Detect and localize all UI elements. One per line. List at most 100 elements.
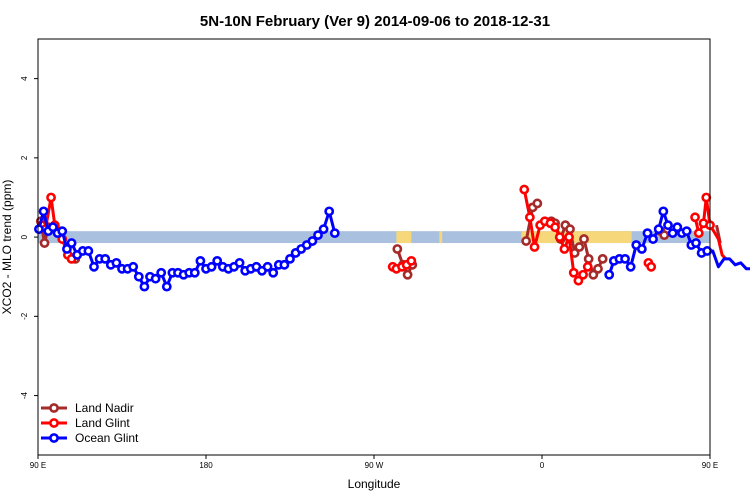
land-band-segment — [439, 231, 443, 244]
y-tick-label: 4 — [20, 76, 29, 81]
data-point — [559, 244, 570, 254]
data-point — [521, 236, 532, 246]
data-point — [648, 234, 658, 244]
data-point — [156, 267, 167, 278]
data-point — [100, 253, 111, 264]
data-point — [234, 257, 245, 268]
data-point — [111, 257, 122, 268]
data-point — [406, 255, 417, 266]
y-tick-label: -4 — [20, 391, 29, 399]
y-tick-label: -2 — [20, 312, 29, 320]
data-point — [307, 236, 318, 246]
y-axis-label: XCO2 - MLO trend (ppm) — [0, 180, 14, 315]
data-point — [702, 246, 713, 256]
x-axis: 90 E 180 90 W 0 90 E — [30, 455, 718, 470]
data-point — [691, 238, 701, 248]
data-point — [672, 222, 683, 233]
x-tick-label: 90 E — [702, 461, 718, 470]
chart-title: 5N-10N February (Ver 9) 2014-09-06 to 20… — [200, 13, 550, 30]
y-tick-label: 0 — [20, 234, 29, 239]
legend-swatch-marker — [49, 433, 59, 443]
data-point — [268, 267, 279, 278]
legend-label: Land Nadir — [75, 401, 134, 415]
data-point — [392, 244, 403, 254]
series-layer — [34, 184, 750, 292]
data-point — [39, 238, 50, 248]
legend-item: Land Nadir — [41, 401, 134, 415]
data-point — [57, 226, 68, 237]
data-point — [582, 261, 593, 272]
y-tick-label: 2 — [20, 155, 29, 160]
data-point — [529, 242, 540, 252]
data-point — [189, 267, 200, 278]
data-point — [285, 253, 295, 264]
data-point — [604, 269, 615, 280]
data-point — [524, 212, 535, 223]
data-point — [701, 192, 712, 203]
data-point — [565, 224, 575, 235]
data-point — [579, 234, 589, 244]
data-point — [46, 192, 56, 203]
x-tick-label: 90 E — [30, 461, 46, 470]
data-point — [667, 228, 678, 239]
data-point — [532, 198, 543, 209]
data-point — [161, 281, 172, 292]
data-point — [583, 253, 594, 264]
data-point — [62, 244, 72, 254]
data-point — [212, 255, 223, 266]
data-point — [48, 222, 58, 233]
data-point — [574, 242, 585, 252]
data-point — [653, 224, 664, 235]
x-axis-label: Longitude — [348, 477, 401, 491]
data-point — [693, 228, 704, 239]
x-tick-label: 180 — [199, 461, 213, 470]
data-point — [658, 206, 669, 217]
legend-item: Ocean Glint — [41, 431, 139, 445]
data-point — [83, 246, 94, 256]
data-point — [66, 238, 77, 248]
legend-label: Land Glint — [75, 416, 130, 430]
data-point — [34, 224, 44, 235]
data-point — [195, 255, 206, 266]
data-point — [133, 271, 144, 282]
ocean-band — [38, 231, 710, 244]
data-point — [646, 261, 657, 272]
data-point — [38, 206, 49, 217]
data-point — [206, 261, 217, 272]
data-point — [593, 263, 603, 274]
data-point — [128, 261, 139, 272]
land-band-segment — [521, 231, 632, 244]
data-point — [573, 275, 584, 286]
data-point — [625, 261, 636, 272]
background-bands — [38, 231, 710, 244]
data-point — [659, 230, 670, 241]
data-point — [681, 226, 692, 237]
data-point — [150, 273, 161, 284]
x-tick-label: 90 W — [365, 461, 384, 470]
data-point — [318, 224, 329, 235]
legend-swatch-marker — [49, 403, 59, 413]
data-point — [324, 206, 335, 217]
data-point — [402, 269, 413, 280]
data-point — [519, 184, 530, 195]
data-point — [690, 212, 700, 223]
series-ocean-glint — [34, 206, 750, 292]
plot-frame — [37, 38, 711, 456]
data-point — [279, 259, 290, 270]
legend-label: Ocean Glint — [75, 431, 139, 445]
data-point — [588, 269, 599, 280]
data-point — [578, 269, 588, 280]
data-point — [550, 222, 560, 233]
data-point — [329, 228, 340, 239]
data-point — [663, 220, 673, 231]
data-point — [636, 244, 647, 254]
data-point — [597, 253, 608, 264]
data-point — [262, 261, 273, 272]
data-point — [554, 232, 565, 242]
data-point — [564, 232, 574, 242]
land-band-segment — [396, 231, 412, 244]
y-axis: -4 -2 0 2 4 — [20, 76, 38, 399]
legend-swatch-marker — [49, 418, 59, 428]
data-point — [568, 267, 579, 278]
